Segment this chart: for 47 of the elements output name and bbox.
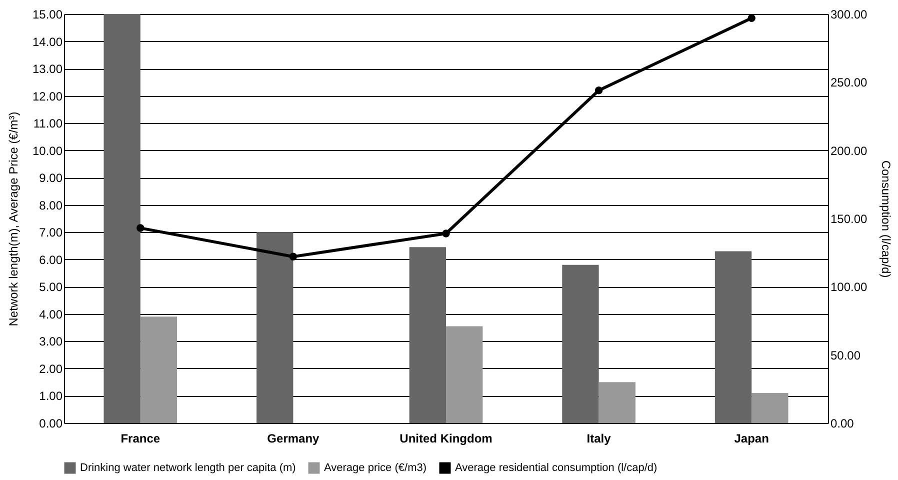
- y2-tick-label: 100.00: [830, 280, 868, 294]
- x-tick-label: United Kingdom: [400, 432, 492, 446]
- y-tick-label: 13.00: [32, 62, 63, 76]
- y2-tick-label: 150.00: [830, 212, 868, 226]
- y-tick-label: 6.00: [39, 252, 63, 267]
- y-tick-label: 8.00: [39, 198, 63, 212]
- legend-label: Drinking water network length per capita (m): [80, 462, 296, 474]
- y-tick-label: 9.00: [39, 171, 63, 186]
- y-tick-label: 4.00: [39, 307, 63, 322]
- y-tick-label: 10.00: [32, 144, 63, 158]
- y-tick-label: 12.00: [32, 89, 63, 104]
- y-tick-label: 11.00: [33, 116, 63, 131]
- y-tick-label: 3.00: [39, 334, 63, 349]
- point: [748, 14, 756, 22]
- bar: [140, 316, 178, 423]
- point: [442, 230, 450, 238]
- bar: [752, 393, 788, 423]
- legend-label: Average residential consumption (l/cap/d): [455, 462, 658, 474]
- bar: [562, 264, 599, 423]
- y-tick-label: 5.00: [39, 280, 63, 294]
- y-tick-label: 0.00: [39, 416, 63, 430]
- bar: [104, 14, 140, 423]
- bar: [714, 251, 752, 423]
- y-tick-label: 1.00: [39, 389, 63, 404]
- x-tick-label: Italy: [586, 432, 612, 446]
- y2-axis-title: Consumption (l/cap/d): [879, 160, 894, 278]
- x-tick-label: Japan: [734, 432, 769, 446]
- y2-tick-label: 300.00: [830, 8, 868, 22]
- bar: [598, 382, 636, 423]
- point: [136, 224, 144, 232]
- y-tick-label: 7.00: [39, 226, 63, 240]
- bar: [256, 232, 294, 423]
- x-tick-label: France: [120, 432, 160, 446]
- bar: [409, 247, 446, 423]
- y-tick-label: 15.00: [32, 8, 63, 22]
- y-tick-label: 2.00: [39, 362, 63, 376]
- point: [594, 86, 603, 94]
- y-tick-label: 14.00: [32, 34, 63, 49]
- y2-tick-label: 0.00: [830, 416, 854, 430]
- y-axis-title: Network length(m), Average Price (€/m³): [6, 112, 20, 326]
- x-tick-label: Germany: [267, 432, 320, 446]
- y2-tick-label: 50.00: [830, 348, 861, 362]
- bar: [446, 326, 483, 423]
- y2-tick-label: 200.00: [830, 144, 868, 158]
- point: [289, 252, 298, 261]
- y2-tick-label: 250.00: [830, 76, 868, 90]
- legend-label: Average price (€/m3): [324, 462, 427, 474]
